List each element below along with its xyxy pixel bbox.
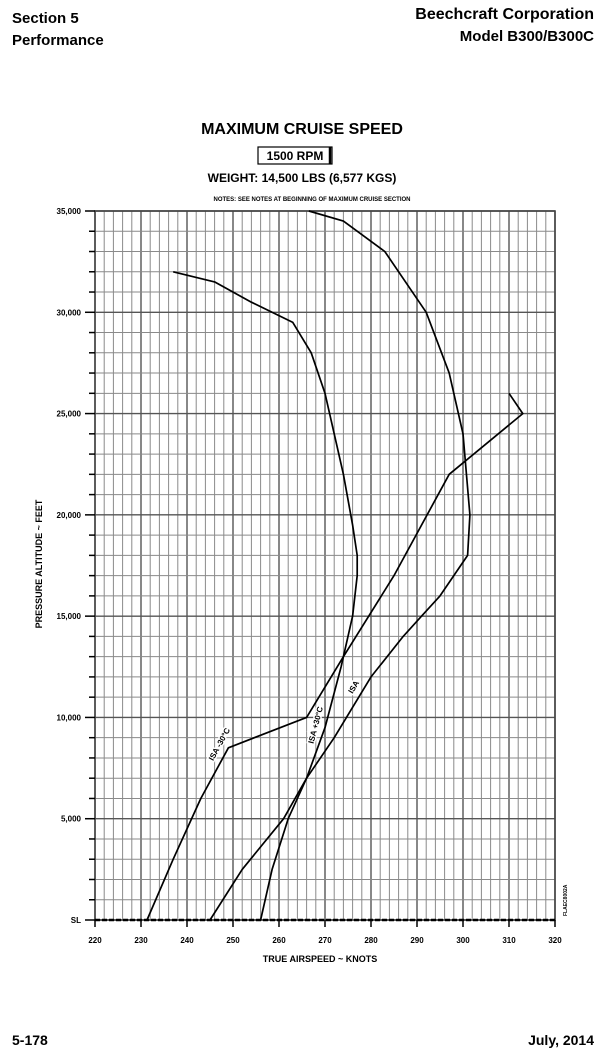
page-header-right: Beechcraft Corporation Model B300/B300C — [415, 4, 594, 48]
rpm-label: 1500 RPM — [267, 149, 324, 163]
x-tick-label: 220 — [88, 936, 102, 945]
series-label: ISA -30°C — [207, 726, 232, 762]
y-tick-label: 30,000 — [57, 308, 82, 317]
section-name: Performance — [12, 32, 104, 49]
y-tick-label: 20,000 — [57, 511, 82, 520]
series-line — [172, 270, 359, 921]
y-tick-label: 35,000 — [57, 207, 82, 216]
notes-label: NOTES: SEE NOTES AT BEGINNING OF MAXIMUM… — [213, 197, 410, 203]
y-tick-label: SL — [71, 916, 81, 925]
x-tick-label: 240 — [180, 936, 194, 945]
x-tick-label: 260 — [272, 936, 286, 945]
x-tick-label: 310 — [502, 936, 516, 945]
x-tick-labels: 220 230 240 250 260 270 280 290 300 310 320 — [88, 936, 562, 945]
x-tick-label: 270 — [318, 936, 332, 945]
x-tick-label: 320 — [548, 936, 562, 945]
section-number: Section 5 — [12, 10, 79, 27]
x-tick-label: 290 — [410, 936, 424, 945]
ticks — [85, 210, 556, 927]
page-number: 5-178 — [12, 1032, 48, 1048]
x-tick-label: 250 — [226, 936, 240, 945]
x-tick-label: 300 — [456, 936, 470, 945]
company-name: Beechcraft Corporation — [415, 6, 594, 23]
x-tick-label: 280 — [364, 936, 378, 945]
x-tick-label: 230 — [134, 936, 148, 945]
y-tick-label: 25,000 — [57, 410, 82, 419]
chart-title: MAXIMUM CRUISE SPEED — [201, 121, 403, 138]
page-date: July, 2014 — [528, 1032, 594, 1048]
weight-label: WEIGHT: 14,500 LBS (6,577 KGS) — [208, 171, 397, 185]
grid — [94, 210, 556, 922]
rpm-box — [257, 146, 333, 165]
y-tick-label: 10,000 — [57, 713, 82, 722]
series-label: ISA — [346, 679, 361, 695]
model-name: Model B300/B300C — [459, 28, 594, 45]
y-tick-label: 5,000 — [61, 815, 82, 824]
series-line — [146, 392, 524, 921]
y-axis-label: PRESSURE ALTITUDE ~ FEET — [34, 499, 44, 628]
y-tick-label: 15,000 — [57, 612, 82, 621]
figure-code: FLAEC8002A — [563, 884, 569, 916]
series-line — [209, 210, 471, 921]
y-tick-labels: SL 5,000 10,000 15,000 20,000 25,000 30,000 35,… — [57, 207, 82, 925]
x-axis-label: TRUE AIRSPEED ~ KNOTS — [263, 954, 377, 964]
page-header-left: Section 5 Performance — [12, 8, 104, 52]
